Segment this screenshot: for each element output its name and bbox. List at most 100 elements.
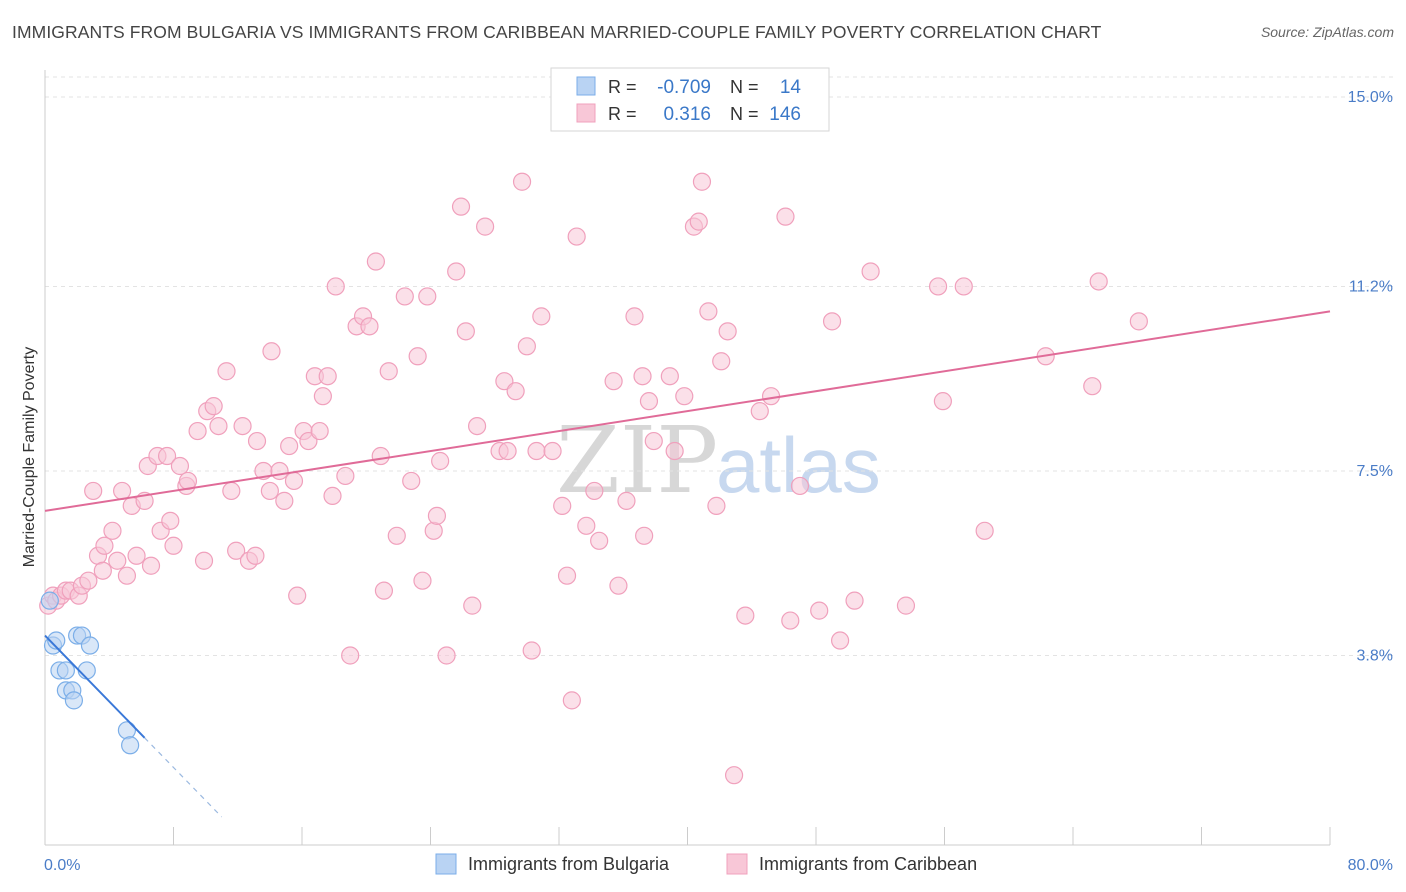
point-caribbean-59 — [341, 646, 360, 665]
point-caribbean-54 — [313, 387, 332, 406]
y-tick-label-0: 3.8% — [1357, 647, 1393, 664]
point-caribbean-97 — [577, 516, 596, 535]
trend-line-caribbean — [44, 310, 1331, 512]
point-caribbean-15 — [112, 481, 132, 501]
point-caribbean-9 — [84, 481, 103, 501]
legend-swatch-caribbean — [576, 103, 596, 123]
point-caribbean-96 — [567, 227, 586, 246]
source-credit: Source: ZipAtlas.com — [1260, 24, 1394, 40]
legend-swatch-bulgaria — [576, 76, 596, 96]
series-legend-swatch-caribbean — [726, 853, 748, 875]
point-caribbean-49 — [288, 586, 307, 605]
x-tick-label-min: 0.0% — [44, 857, 80, 874]
point-caribbean-129 — [845, 591, 864, 610]
point-caribbean-45 — [270, 461, 289, 481]
watermark-atlas: atlas — [716, 421, 881, 509]
point-caribbean-25 — [161, 511, 180, 530]
point-caribbean-90 — [527, 441, 546, 461]
point-caribbean-71 — [413, 571, 432, 590]
point-caribbean-122 — [761, 387, 781, 406]
point-caribbean-138 — [1089, 272, 1108, 291]
point-caribbean-85 — [498, 441, 517, 461]
point-caribbean-70 — [408, 347, 427, 366]
point-caribbean-123 — [776, 207, 795, 226]
point-caribbean-87 — [512, 172, 532, 191]
point-caribbean-47 — [280, 436, 299, 456]
point-caribbean-11 — [93, 561, 112, 580]
point-caribbean-58 — [336, 466, 355, 486]
point-caribbean-13 — [103, 521, 122, 540]
trend-line-bulgaria-extension — [144, 737, 223, 818]
legend-n-label-bulgaria: N = — [730, 77, 759, 97]
point-caribbean-107 — [644, 431, 663, 451]
axes — [44, 70, 1331, 846]
point-caribbean-102 — [617, 491, 636, 510]
point-caribbean-31 — [194, 551, 214, 570]
point-caribbean-37 — [227, 541, 246, 560]
legend-box — [550, 67, 830, 132]
legend-r-label-bulgaria: R = — [608, 77, 637, 97]
point-caribbean-55 — [318, 367, 337, 386]
point-caribbean-16 — [117, 566, 137, 585]
legend-n-value-caribbean: 146 — [769, 104, 801, 125]
point-caribbean-91 — [532, 307, 551, 326]
point-caribbean-131 — [896, 596, 916, 615]
point-caribbean-80 — [463, 596, 482, 615]
point-caribbean-88 — [517, 337, 536, 356]
point-caribbean-109 — [660, 367, 679, 386]
point-bulgaria-10 — [77, 661, 96, 680]
y-tick-labels: 3.8% 7.5% 11.2% 15.0% — [1348, 89, 1393, 665]
point-caribbean-8 — [79, 571, 98, 590]
point-caribbean-48 — [284, 471, 304, 491]
point-caribbean-104 — [633, 367, 652, 386]
point-caribbean-53 — [310, 421, 329, 441]
point-caribbean-34 — [209, 416, 228, 436]
point-caribbean-92 — [543, 441, 562, 461]
point-caribbean-30 — [188, 421, 207, 441]
point-bulgaria-11 — [80, 636, 100, 655]
point-caribbean-101 — [609, 576, 628, 595]
point-bulgaria-13 — [121, 736, 140, 755]
point-caribbean-103 — [625, 307, 644, 326]
point-caribbean-110 — [665, 441, 684, 461]
correlation-legend: R = -0.709 N = 14 R = 0.316 N = 146 — [550, 67, 830, 132]
point-caribbean-74 — [427, 506, 447, 525]
series-legend: Immigrants from Bulgaria Immigrants from… — [435, 853, 977, 875]
point-caribbean-79 — [456, 322, 475, 341]
point-caribbean-77 — [447, 262, 466, 281]
x-tick-label-max: 80.0% — [1348, 857, 1393, 874]
chart-title: IMMIGRANTS FROM BULGARIA VS IMMIGRANTS F… — [12, 22, 1102, 42]
point-caribbean-18 — [127, 546, 146, 565]
point-caribbean-44 — [262, 342, 281, 361]
point-caribbean-125 — [790, 476, 810, 496]
y-tick-label-2: 11.2% — [1349, 278, 1393, 295]
point-caribbean-128 — [830, 631, 850, 650]
point-caribbean-27 — [170, 456, 190, 476]
y-tick-label-3: 15.0% — [1348, 89, 1393, 106]
point-caribbean-130 — [861, 262, 880, 281]
point-caribbean-132 — [928, 277, 948, 296]
point-bulgaria-0 — [40, 591, 59, 610]
point-caribbean-93 — [553, 496, 572, 515]
point-caribbean-73 — [424, 521, 443, 540]
point-caribbean-81 — [467, 416, 487, 436]
series-legend-label-caribbean: Immigrants from Caribbean — [759, 854, 977, 874]
point-caribbean-21 — [141, 556, 161, 575]
point-caribbean-26 — [164, 536, 183, 555]
point-caribbean-95 — [562, 691, 581, 710]
point-caribbean-38 — [233, 416, 252, 436]
point-caribbean-36 — [222, 481, 241, 501]
legend-r-value-caribbean: 0.316 — [663, 104, 711, 125]
point-caribbean-56 — [323, 486, 342, 506]
point-caribbean-62 — [360, 317, 379, 336]
point-caribbean-139 — [1129, 312, 1148, 331]
point-caribbean-127 — [822, 312, 842, 331]
legend-n-value-bulgaria: 14 — [780, 77, 802, 98]
series-legend-swatch-bulgaria — [435, 853, 457, 875]
point-caribbean-113 — [689, 212, 708, 231]
point-caribbean-66 — [379, 362, 398, 381]
point-caribbean-33 — [204, 397, 223, 416]
point-caribbean-126 — [810, 601, 829, 620]
point-caribbean-72 — [418, 287, 437, 306]
point-caribbean-98 — [585, 481, 604, 501]
